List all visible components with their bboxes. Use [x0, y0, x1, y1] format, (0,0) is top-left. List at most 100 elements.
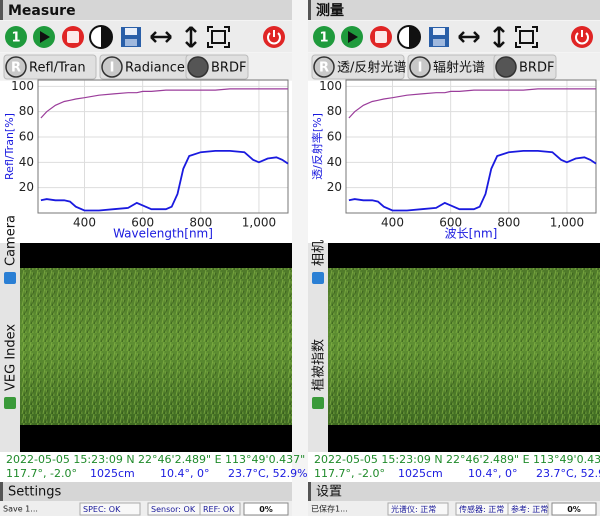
tab-icon-letter: I — [418, 61, 423, 76]
tab-label: 透/反射光谱 — [337, 60, 406, 76]
tab-icon — [187, 56, 209, 78]
x-tick-label: 400 — [73, 216, 96, 230]
icon — [5, 26, 27, 48]
icon — [125, 39, 137, 46]
button-dark[interactable] — [89, 25, 113, 49]
tab-icon — [313, 56, 335, 78]
status-item: 传感器: 正常 — [459, 504, 504, 514]
progress-label: 0% — [567, 505, 581, 514]
tab-label: BRDF — [519, 61, 554, 76]
spectrum-line — [40, 150, 289, 212]
sensor-reading: 10.4°, 0° — [468, 467, 517, 480]
tab-label: Radiance — [125, 61, 185, 76]
mode-tab[interactable]: I Radiance — [99, 54, 193, 80]
x-tick-label: 400 — [381, 216, 404, 230]
icon — [267, 30, 281, 45]
x-axis-title: Wavelength[nm] — [113, 227, 213, 241]
side-tab[interactable]: Camera — [4, 215, 19, 284]
button-power[interactable] — [263, 26, 285, 48]
status-item: 光谱仪: 正常 — [391, 504, 436, 514]
button-play[interactable] — [341, 26, 363, 48]
button-stop[interactable] — [62, 26, 84, 48]
status-box — [387, 502, 449, 516]
button-fit[interactable] — [515, 26, 538, 48]
y-tick-label: 20 — [327, 180, 342, 194]
icon — [207, 26, 230, 48]
x-tick-label: 1,000 — [242, 216, 276, 230]
icon — [67, 31, 79, 43]
sensor-reading: 1025cm — [398, 467, 443, 480]
footer-edge — [0, 482, 3, 501]
settings-title[interactable]: Settings — [8, 485, 62, 500]
button-stretch-x[interactable] — [458, 31, 480, 43]
app-title: Measure — [8, 3, 76, 19]
button-one[interactable]: 1 — [5, 26, 27, 48]
side-tab[interactable]: 植被指数 — [312, 339, 327, 409]
info-bg — [0, 452, 292, 482]
button-stretch-y[interactable] — [493, 26, 505, 48]
plot-frame — [345, 79, 597, 214]
x-tick-label: 600 — [131, 216, 154, 230]
app-title: 测量 — [316, 2, 344, 19]
y-tick-label: 80 — [19, 104, 34, 118]
button-power[interactable] — [571, 26, 593, 48]
status-item: 参考: 正常 — [511, 504, 548, 514]
button-save[interactable] — [429, 27, 449, 47]
icon — [458, 31, 480, 43]
mode-tab[interactable]: R Refl/Tran — [3, 54, 97, 80]
tab-bg — [3, 54, 97, 80]
mode-tab[interactable]: BRDF — [493, 54, 557, 80]
icon — [313, 26, 335, 48]
button-stretch-x[interactable] — [150, 31, 172, 43]
sensor-reading: 117.7°, -2.0° — [314, 467, 385, 480]
settings-title[interactable]: 设置 — [316, 485, 342, 500]
x-tick-label: 800 — [497, 216, 520, 230]
y-tick-label: 20 — [19, 180, 34, 194]
icon — [185, 26, 197, 48]
sensor-reading: 23.7°C, 52.9% — [228, 467, 308, 480]
status-box — [507, 502, 549, 516]
button-fit[interactable] — [207, 26, 230, 48]
status-box — [79, 502, 141, 516]
x-tick-label: 600 — [439, 216, 462, 230]
tab-icon — [5, 56, 27, 78]
sensor-reading: 1025cm — [90, 467, 135, 480]
tab-label: Refl/Tran — [29, 61, 86, 76]
button-stop[interactable] — [370, 26, 392, 48]
y-axis-title: Refl/Tran[%] — [3, 113, 16, 180]
side-tab-label: 相机 — [312, 240, 327, 266]
button-save[interactable] — [121, 27, 141, 47]
header-bar — [308, 0, 600, 20]
button-stretch-y[interactable] — [185, 26, 197, 48]
side-tab[interactable]: VEG Index — [4, 324, 19, 409]
footer-edge — [308, 482, 311, 501]
mode-tab[interactable]: I 辐射光谱 — [407, 54, 501, 80]
side-tab-icon — [312, 397, 324, 409]
side-tab-icon — [4, 272, 16, 284]
mode-tab[interactable]: R 透/反射光谱 — [311, 54, 406, 80]
button-play[interactable] — [33, 26, 55, 48]
y-tick-label: 40 — [327, 155, 342, 169]
button-one[interactable]: 1 — [313, 26, 335, 48]
icon — [40, 31, 50, 43]
mode-tab[interactable]: BRDF — [185, 54, 249, 80]
icon — [101, 26, 112, 48]
app-panel: Measure 1 R Refl/Tran I Radiance BRDF 20 40 60 80 1… — [0, 0, 308, 516]
side-tab-label: VEG Index — [4, 324, 19, 391]
progress-box — [243, 502, 289, 516]
progress-box — [551, 502, 597, 516]
tab-icon-letter: R — [11, 61, 21, 76]
icon — [348, 31, 358, 43]
side-tab[interactable]: 相机 — [312, 240, 327, 284]
icon — [150, 31, 172, 43]
button-dark[interactable] — [397, 25, 421, 49]
camera-image-texture — [328, 268, 600, 425]
tab-icon-letter: R — [319, 61, 329, 76]
icon — [515, 26, 538, 48]
y-tick-label: 100 — [319, 79, 342, 93]
timestamp-location: 2022-05-05 15:23:09 N 22°46'2.489" E 113… — [6, 453, 305, 466]
icon — [125, 28, 137, 35]
status-message: Save 1... — [3, 505, 38, 514]
camera-image-texture — [20, 268, 292, 425]
progress-label: 0% — [259, 505, 273, 514]
